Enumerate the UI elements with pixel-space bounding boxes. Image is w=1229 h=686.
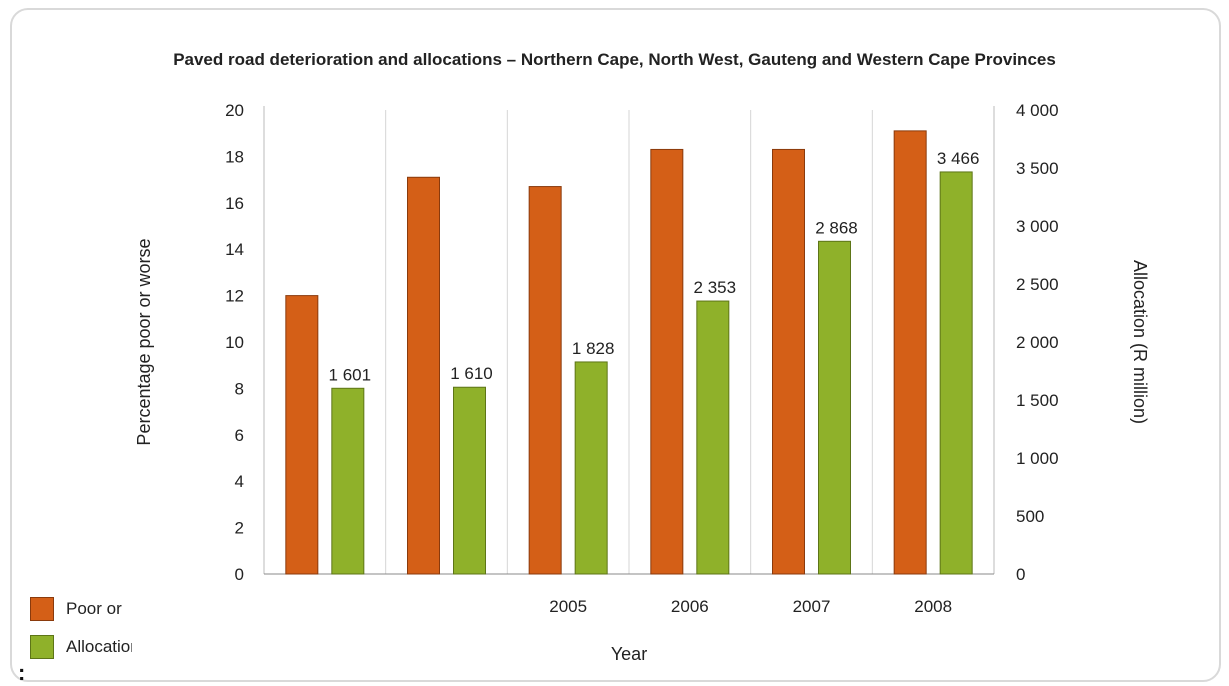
data-label-allocation: 3 466 — [937, 149, 980, 168]
y-tick-left: 20 — [225, 101, 244, 120]
bar-allocation — [331, 387, 365, 575]
y-tick-left: 8 — [235, 379, 244, 398]
y-tick-left: 6 — [235, 426, 244, 445]
bar-allocation — [696, 300, 730, 575]
y-axis-label-right: Allocation (R million) — [1130, 260, 1150, 424]
y-tick-right: 0 — [1016, 565, 1025, 584]
y-tick-right: 3 000 — [1016, 217, 1059, 236]
y-tick-right: 2 000 — [1016, 333, 1059, 352]
bar-allocation — [574, 361, 608, 575]
y-tick-right: 4 000 — [1016, 101, 1059, 120]
y-tick-left: 0 — [235, 565, 244, 584]
y-tick-left: 18 — [225, 147, 244, 166]
data-label-allocation: 2 353 — [694, 278, 737, 297]
bar-poor — [650, 148, 684, 575]
bar-poor — [407, 176, 440, 575]
x-axis-label: Year — [611, 644, 647, 664]
y-tick-left: 14 — [225, 240, 244, 259]
legend-swatch-poor — [30, 597, 54, 621]
bar-poor — [528, 186, 562, 575]
y-tick-left: 2 — [235, 519, 244, 538]
y-tick-right: 2 500 — [1016, 275, 1059, 294]
y-tick-left: 10 — [225, 333, 244, 352]
bar-allocation — [939, 171, 973, 575]
chart-title: Paved road deterioration and allocations… — [173, 50, 1056, 69]
legend-item-poor: Poor or — [30, 594, 221, 624]
y-tick-right: 1 000 — [1016, 449, 1059, 468]
y-tick-right: 1 500 — [1016, 391, 1059, 410]
y-tick-left: 4 — [235, 472, 244, 491]
x-tick: 2006 — [671, 597, 709, 616]
data-label-allocation: 1 828 — [572, 339, 615, 358]
legend-swatch-allocation — [30, 635, 54, 659]
bar-allocation — [453, 386, 486, 575]
y-tick-left: 12 — [225, 287, 244, 306]
data-label-allocation: 1 601 — [329, 365, 372, 384]
x-tick: 2007 — [793, 597, 831, 616]
redaction-box — [132, 590, 432, 662]
data-label-allocation: 1 610 — [450, 364, 493, 383]
y-tick-right: 500 — [1016, 507, 1044, 526]
bar-poor — [772, 148, 805, 575]
bar-poor — [893, 130, 927, 575]
bar-poor — [285, 295, 319, 575]
data-label-allocation: 2 868 — [815, 218, 858, 237]
x-tick: 2005 — [549, 597, 587, 616]
x-tick: 2008 — [914, 597, 952, 616]
bar-allocation — [818, 240, 851, 575]
colon-mark: : — [18, 660, 26, 685]
y-tick-left: 16 — [225, 194, 244, 213]
y-tick-right: 3 500 — [1016, 159, 1059, 178]
chart-frame — [10, 8, 1221, 682]
legend-label-poor: Poor or — [66, 599, 122, 618]
y-axis-label-left: Percentage poor or worse — [134, 238, 154, 445]
